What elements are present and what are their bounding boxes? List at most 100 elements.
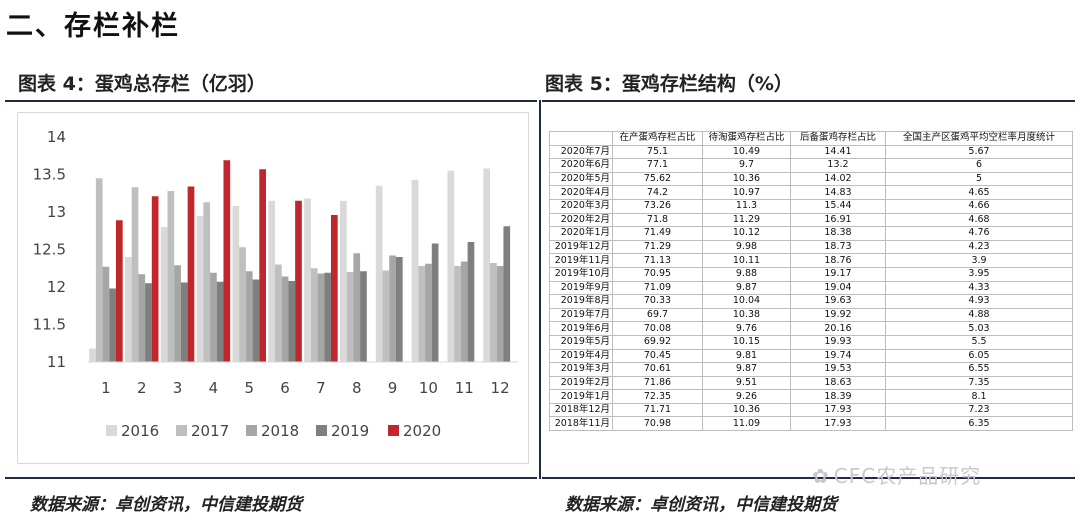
bar-2019-10 — [431, 243, 439, 362]
x-tick-label: 10 — [419, 379, 438, 397]
y-tick-label: 12.5 — [33, 241, 66, 259]
bar-2019-3 — [180, 282, 188, 362]
table-row-label: 2019年1月 — [549, 389, 613, 404]
bar-2016-7 — [304, 198, 311, 362]
table-cell: 15.44 — [790, 198, 886, 214]
y-tick-label: 11 — [47, 353, 66, 371]
bar-2016-11 — [447, 170, 455, 362]
table-cell: 18.73 — [790, 239, 886, 255]
table-row-label: 2020年2月 — [549, 212, 613, 228]
figure-divider — [539, 100, 541, 479]
table-row-label: 2020年4月 — [549, 185, 613, 200]
table-cell: 10.36 — [702, 402, 791, 418]
legend-swatch-2019 — [316, 425, 327, 436]
table-row-label: 2020年7月 — [549, 144, 613, 160]
table-cell: 71.8 — [612, 212, 703, 228]
table-cell: 4.88 — [885, 307, 1073, 323]
table-cell: 10.12 — [702, 226, 791, 241]
bar-2016-12 — [483, 168, 491, 362]
bar-2019-11 — [467, 242, 475, 362]
bar-2020-1 — [115, 220, 123, 362]
table-cell: 17.93 — [790, 402, 886, 418]
bar-2018-10 — [425, 263, 432, 362]
table-row: 2020年7月 75.1 10.49 14.41 5.67 — [549, 144, 1073, 160]
table-cell: 70.08 — [612, 321, 703, 336]
legend-swatch-2016 — [106, 425, 117, 436]
table-row: 2020年4月 74.2 10.97 14.83 4.65 — [549, 185, 1073, 200]
table-row: 2020年6月 77.1 9.7 13.2 6 — [549, 158, 1073, 173]
table-row: 2020年5月 75.62 10.36 14.02 5 — [549, 171, 1073, 187]
table-cell: 70.45 — [612, 348, 703, 364]
section-title: 二、存栏补栏 — [6, 11, 180, 42]
table-cell: 19.04 — [790, 280, 886, 296]
inventory-structure-table: 在产蛋鸡存栏占比 待淘蛋鸡存栏占比 后备蛋鸡存栏占比 全国主产区蛋鸡平均空栏率月度统计… — [549, 131, 1073, 432]
table-cell: 20.16 — [790, 321, 886, 336]
bar-2017-6 — [275, 264, 282, 362]
table-cell: 3.95 — [885, 266, 1073, 282]
table-row: 2019年10月 70.95 9.88 19.17 3.95 — [549, 266, 1073, 282]
table-cell: 71.71 — [612, 402, 703, 418]
legend-label-2017: 2017 — [191, 422, 229, 440]
table-cell: 16.91 — [790, 212, 886, 228]
bar-2019-5 — [252, 279, 260, 362]
bar-2017-5 — [239, 247, 246, 362]
table-cell: 70.98 — [612, 416, 703, 432]
bar-2018-12 — [496, 266, 504, 362]
table-cell: 6.05 — [885, 348, 1073, 364]
watermark: ✿ CFC农产品研究 — [812, 460, 981, 489]
table-row-label: 2019年8月 — [549, 294, 613, 309]
bar-2016-4 — [196, 215, 204, 362]
table-row-label: 2020年1月 — [549, 226, 613, 241]
table-row-label: 2018年11月 — [549, 416, 613, 432]
table-header-cell: 待淘蛋鸡存栏占比 — [702, 131, 791, 146]
table-row-label: 2019年3月 — [549, 362, 613, 377]
table-cell: 3.9 — [885, 253, 1073, 268]
table-cell: 19.63 — [790, 294, 886, 309]
table-cell: 69.92 — [612, 334, 703, 350]
legend-label-2019: 2019 — [331, 422, 369, 440]
bar-2020-3 — [187, 186, 195, 362]
table-cell: 19.93 — [790, 334, 886, 350]
table-cell: 18.76 — [790, 253, 886, 268]
bar-2020-5 — [259, 169, 266, 362]
table-row: 2018年11月 70.98 11.09 17.93 6.35 — [549, 416, 1073, 432]
left-figure-title: 图表 4：蛋鸡总存栏（亿羽） — [18, 73, 266, 95]
watermark-text: CFC农产品研究 — [833, 464, 982, 488]
right-figure-title: 图表 5：蛋鸡存栏结构（%） — [545, 73, 793, 95]
table-cell: 4.33 — [885, 280, 1073, 296]
table-cell: 18.39 — [790, 389, 886, 404]
bar-2017-10 — [418, 266, 426, 362]
table-row: 2018年12月 71.71 10.36 17.93 7.23 — [549, 402, 1073, 418]
layer-inventory-chart: 11 11.5 12 12.5 13 13.5 14 1 2 3 4 5 6 7 8 9 10 11 12 2016 2… — [17, 112, 529, 464]
table-row: 2019年6月 70.08 9.76 20.16 5.03 — [549, 321, 1073, 336]
table-cell: 9.51 — [702, 375, 791, 391]
table-cell: 9.76 — [702, 321, 791, 336]
wechat-icon: ✿ — [812, 464, 830, 488]
bar-2019-12 — [503, 226, 511, 362]
table-cell: 74.2 — [612, 185, 703, 200]
bar-2018-3 — [174, 265, 181, 362]
table-row-label: 2019年7月 — [549, 307, 613, 323]
table-body: 2020年7月 75.1 10.49 14.41 5.67 2020年6月 77.1 9.7 1… — [549, 144, 1073, 432]
table-cell: 9.98 — [702, 239, 791, 255]
legend-swatch-2020 — [388, 425, 399, 436]
x-tick-label: 3 — [173, 379, 183, 397]
table-cell: 19.53 — [790, 362, 886, 377]
bar-2020-4 — [223, 160, 231, 362]
table-cell: 5.67 — [885, 144, 1073, 160]
table-cell: 70.61 — [612, 362, 703, 377]
table-cell: 9.87 — [702, 280, 791, 296]
left-bottom-rule — [5, 477, 537, 479]
table-row-label: 2019年11月 — [549, 253, 613, 268]
table-row: 2020年1月 71.49 10.12 18.38 4.76 — [549, 226, 1073, 241]
x-tick-label: 6 — [280, 379, 290, 397]
table-row-label: 2019年2月 — [549, 375, 613, 391]
legend-swatch-2017 — [176, 425, 187, 436]
table-cell: 69.7 — [612, 307, 703, 323]
table-cell: 6.55 — [885, 362, 1073, 377]
table-cell: 9.26 — [702, 389, 791, 404]
table-cell: 70.95 — [612, 266, 703, 282]
table-cell: 18.38 — [790, 226, 886, 241]
left-source-note: 数据来源：卓创资讯，中信建投期货 — [30, 495, 302, 515]
table-row: 2019年4月 70.45 9.81 19.74 6.05 — [549, 348, 1073, 364]
